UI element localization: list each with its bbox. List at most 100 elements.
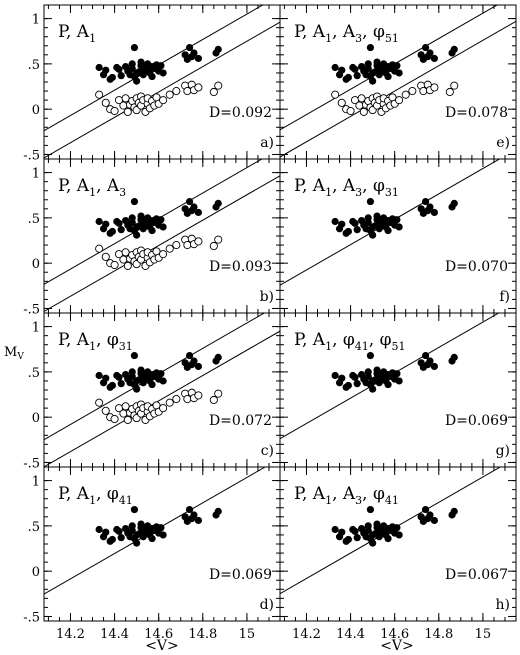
filled-point: [366, 197, 375, 206]
open-point: [123, 415, 132, 424]
filled-point: [159, 69, 167, 77]
y-tick-label: .5: [28, 520, 40, 535]
filled-point: [344, 227, 352, 236]
filled-point: [159, 377, 167, 385]
filled-point: [108, 381, 116, 390]
filled-point: [108, 227, 116, 236]
open-point: [165, 244, 174, 253]
fit-line-lower: [44, 175, 280, 312]
open-point: [95, 90, 104, 99]
x-tick-label: 14.2: [292, 627, 321, 642]
filled-point: [393, 524, 401, 532]
filled-point: [395, 377, 403, 385]
open-point: [101, 252, 110, 261]
d-value: D=0.067: [445, 567, 508, 583]
open-point: [159, 250, 168, 259]
filled-point: [157, 524, 165, 532]
filled-point: [95, 371, 103, 380]
x-tick-label: 14.4: [336, 627, 365, 642]
x-tick-label: 14.2: [56, 627, 85, 642]
y-tick-label: .5: [28, 366, 40, 381]
open-point: [209, 395, 218, 405]
filled-point: [366, 505, 375, 514]
open-point: [194, 391, 203, 400]
d-value: D=0.092: [209, 105, 272, 121]
y-tick-label: -.5: [23, 456, 40, 471]
filled-point: [115, 373, 123, 381]
open-point: [121, 248, 130, 257]
y-tick-label: 0: [32, 103, 40, 118]
filled-point: [395, 69, 403, 77]
filled-point: [351, 373, 359, 381]
x-tick-label: 14.8: [188, 627, 217, 642]
y-tick-label: .5: [28, 58, 40, 73]
d-value: D=0.069: [209, 567, 272, 583]
panel-c: -.5 0 .5 1 P, A1, φ31 D=0.072 c): [23, 312, 281, 471]
x-tick-label: 14.6: [144, 627, 173, 642]
open-point: [209, 87, 218, 97]
filled-point: [369, 77, 377, 85]
x-tick-label: 15: [239, 627, 256, 642]
y-tick-label: -.5: [23, 302, 40, 317]
open-point: [159, 404, 168, 413]
filled-point: [130, 197, 139, 206]
open-point: [346, 106, 355, 116]
filled-point: [108, 535, 116, 544]
filled-point: [331, 371, 339, 380]
open-point: [172, 395, 181, 404]
open-point: [121, 94, 130, 103]
filled-point: [214, 45, 222, 53]
panel-tag: d): [260, 597, 274, 613]
filled-point: [364, 526, 372, 535]
open-point: [194, 83, 203, 92]
filled-point: [331, 525, 339, 534]
y-tick-label: 1: [32, 13, 40, 28]
panel-label: P, A1, φ31: [58, 330, 133, 353]
open-point: [119, 101, 128, 110]
filled-point: [384, 534, 392, 543]
filled-point: [421, 43, 430, 52]
filled-point: [117, 72, 125, 80]
filled-point: [426, 357, 434, 365]
panel-g: P, A1, φ41, φ51 D=0.069 g): [279, 312, 517, 468]
open-point: [194, 237, 203, 246]
filled-point: [130, 505, 139, 514]
panel-label: P, A1, A3: [58, 176, 126, 199]
filled-point: [115, 65, 123, 73]
filled-point: [421, 197, 430, 206]
filled-point: [115, 219, 123, 227]
open-point: [183, 87, 192, 96]
filled-point: [185, 43, 194, 52]
d-value: D=0.093: [209, 259, 272, 275]
filled-point: [364, 218, 372, 227]
filled-point: [115, 527, 123, 535]
filled-point: [133, 539, 141, 547]
filled-point: [214, 353, 222, 361]
open-point: [408, 87, 417, 96]
filled-point: [421, 505, 430, 514]
x-tick-label: 14.4: [100, 627, 129, 642]
open-point: [419, 87, 428, 96]
panel-tag: f): [499, 289, 510, 305]
filled-point: [102, 66, 110, 74]
panel-b: -.5 0 .5 1 P, A1, A3 D=0.093 b): [23, 158, 281, 317]
open-point: [110, 106, 119, 116]
d-value: D=0.078: [445, 105, 508, 121]
open-point: [450, 81, 459, 90]
fit-line-lower: [44, 21, 280, 159]
filled-point: [338, 66, 346, 74]
filled-point: [214, 507, 222, 515]
filled-point: [344, 535, 352, 544]
y-tick-label: .5: [28, 212, 40, 227]
filled-point: [366, 351, 375, 360]
panel-tag: g): [496, 443, 510, 459]
filled-point: [364, 64, 372, 73]
filled-point: [133, 77, 141, 85]
filled-point: [375, 71, 383, 79]
filled-point: [338, 374, 346, 382]
filled-point: [426, 511, 434, 519]
filled-point: [194, 516, 202, 525]
fit-line-lower: [280, 20, 516, 158]
filled-point: [159, 223, 167, 231]
open-point: [110, 414, 119, 424]
